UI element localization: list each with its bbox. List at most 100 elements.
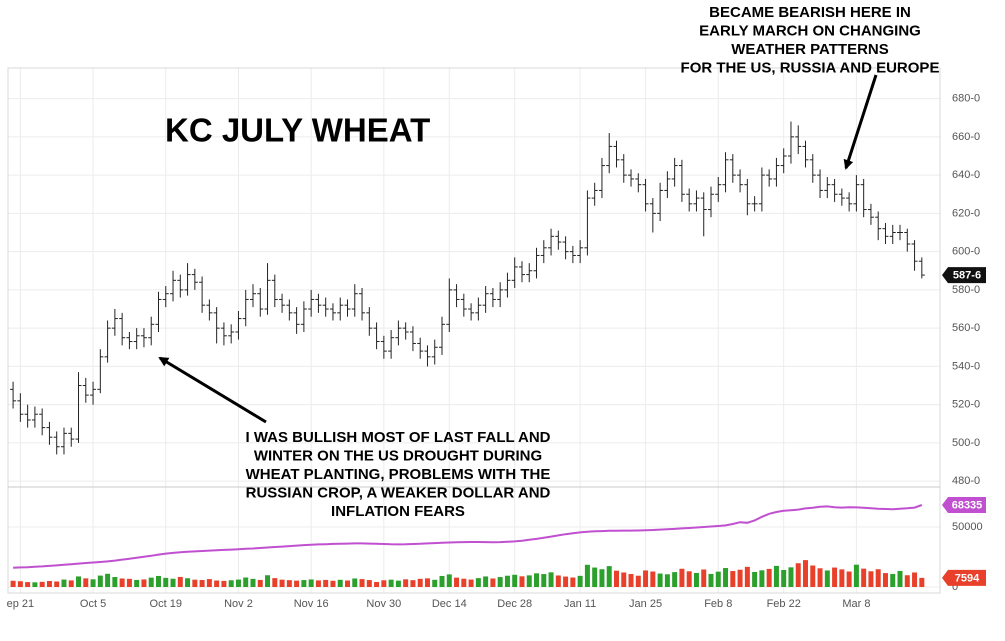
volume-bar xyxy=(119,578,125,587)
volume-bar xyxy=(504,575,510,587)
volume-bar xyxy=(519,576,525,587)
volume-bar xyxy=(294,580,300,587)
volume-bar xyxy=(664,574,670,587)
volume-bar xyxy=(126,578,132,587)
y-tick-label: 480-0 xyxy=(952,475,980,487)
volume-bar xyxy=(904,575,910,587)
y-tick-label: 580-0 xyxy=(952,284,980,296)
volume-bar xyxy=(563,576,569,587)
volume-bar xyxy=(759,570,765,587)
volume-bar xyxy=(32,582,38,587)
volume-bar xyxy=(686,571,692,587)
volume-bar xyxy=(97,575,103,587)
open-interest-box xyxy=(942,496,986,513)
volume-bar xyxy=(257,579,263,587)
volume-bar xyxy=(555,575,561,587)
volume-bar xyxy=(890,573,896,587)
volume-bar xyxy=(163,577,169,587)
volume-bar xyxy=(330,580,336,587)
volume-bar xyxy=(679,568,685,587)
volume-bar xyxy=(381,580,387,587)
arrow xyxy=(843,74,878,170)
volume-bar xyxy=(76,576,82,587)
x-tick-label: Nov 2 xyxy=(224,598,253,610)
plot-frame xyxy=(7,67,941,594)
volume-bar xyxy=(134,579,140,587)
volume-bar xyxy=(461,578,467,587)
annotation-text: WEATHER PATTERNS xyxy=(731,41,889,58)
volume-bar xyxy=(570,577,576,587)
y-tick-label: 640-0 xyxy=(952,169,980,181)
volume-bar xyxy=(10,580,16,587)
volume-bar xyxy=(599,569,605,587)
volume-bar xyxy=(613,570,619,587)
volume-bar xyxy=(773,565,779,587)
volume-bar xyxy=(839,569,845,587)
annotation-text: WINTER ON THE US DROUGHT DURING xyxy=(254,447,542,464)
volume-bar xyxy=(752,572,758,587)
last-price-box xyxy=(942,267,986,284)
y-tick-label: 560-0 xyxy=(952,322,980,334)
volume-bar xyxy=(534,573,540,587)
volume-bar xyxy=(824,570,830,587)
volume-bar xyxy=(483,576,489,587)
y-tick-label: 680-0 xyxy=(952,93,980,105)
volume-bar xyxy=(345,580,351,587)
volume-bar xyxy=(715,571,721,587)
volume-bar xyxy=(912,572,918,587)
volume-bar xyxy=(83,578,89,587)
volume-bar xyxy=(882,573,888,587)
volume-bar xyxy=(708,573,714,587)
volume-bar xyxy=(235,579,241,587)
volume-bar xyxy=(497,577,503,587)
volume-bar xyxy=(301,580,307,587)
annotation-text: WHEAT PLANTING, PROBLEMS WITH THE xyxy=(246,466,551,483)
volume-bar xyxy=(868,571,874,587)
volume-bar xyxy=(315,580,321,587)
volume-bar xyxy=(352,578,358,587)
volume-bar xyxy=(403,579,409,587)
y2-tick-label: 50000 xyxy=(952,521,983,533)
volume-bar xyxy=(897,570,903,587)
volume-bar xyxy=(672,572,678,587)
arrows xyxy=(158,74,878,424)
volume-bar xyxy=(374,581,380,587)
volume-bar xyxy=(177,576,183,587)
volume-bar xyxy=(468,579,474,587)
annotation-text: RUSSIAN CROP, A WEAKER DOLLAR AND xyxy=(246,484,551,501)
volume-bar xyxy=(621,572,627,587)
volume-bar xyxy=(795,563,801,587)
x-tick-label: Feb 8 xyxy=(704,598,732,610)
volume-bar xyxy=(446,574,452,587)
annotation-text: INFLATION FEARS xyxy=(331,503,465,520)
volume-bar xyxy=(628,574,634,587)
volume-bar xyxy=(272,578,278,587)
volume-bar xyxy=(148,577,154,587)
volume-bar xyxy=(635,575,641,587)
volume-bar xyxy=(853,564,859,587)
volume-bar xyxy=(606,566,612,587)
y-tick-label: 540-0 xyxy=(952,360,980,372)
volume-bar xyxy=(170,578,176,587)
y-tick-label: 620-0 xyxy=(952,207,980,219)
volume-bar xyxy=(279,579,285,587)
volume-bar xyxy=(744,566,750,587)
volume-bar xyxy=(817,568,823,587)
volume-bar xyxy=(643,570,649,587)
volume-bar xyxy=(701,569,707,587)
volume-bar xyxy=(141,579,147,587)
y-tick-label: 520-0 xyxy=(952,399,980,411)
volume-bar xyxy=(548,572,554,587)
volume-bar xyxy=(54,581,60,587)
volume-bar xyxy=(395,580,401,587)
volume-bar xyxy=(337,579,343,587)
volume-bar xyxy=(650,571,656,587)
volume-bar xyxy=(832,567,838,587)
volume-bar xyxy=(919,577,925,587)
volume-bar xyxy=(730,571,736,587)
volume-bar xyxy=(541,574,547,587)
volume-bar xyxy=(766,568,772,587)
volume-bar xyxy=(90,579,96,587)
